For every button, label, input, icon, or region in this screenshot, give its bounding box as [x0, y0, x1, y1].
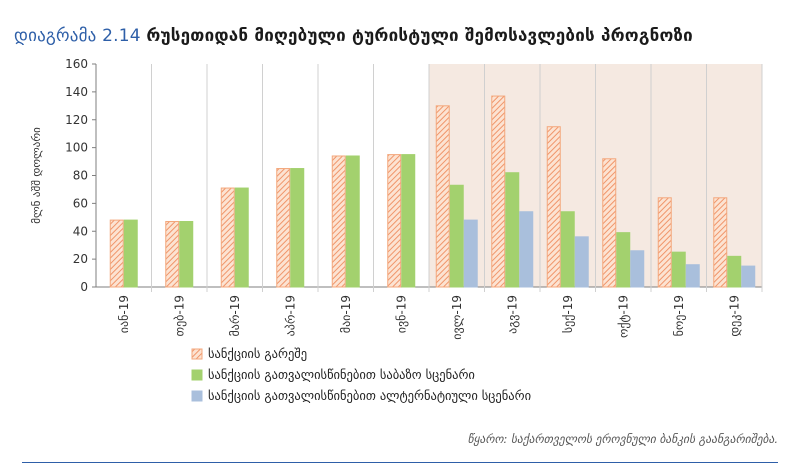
bar-series-1 [109, 219, 124, 288]
legend-swatch-2 [191, 369, 203, 381]
legend-swatch-3 [191, 390, 203, 402]
y-tick-label: 160 [65, 57, 88, 71]
y-tick-label: 120 [65, 113, 88, 127]
x-tick-label: ოქტ-19 [616, 295, 630, 338]
bar-series-3 [519, 211, 534, 288]
y-tick-label: 100 [65, 141, 88, 155]
x-tick-label: იან-19 [117, 295, 131, 333]
x-tick-label: დეკ-19 [727, 295, 741, 337]
x-tick-label: ივლ-19 [450, 295, 464, 340]
bar-series-2 [179, 220, 194, 288]
bar-series-1 [546, 126, 561, 288]
bar-series-2 [290, 168, 305, 288]
x-tick-label: მარ-19 [228, 295, 242, 337]
bar-series-1 [220, 187, 235, 288]
y-axis-title: მლნ აშშ დოლარი [30, 127, 43, 224]
figure-title: დიაგრამა 2.14 რუსეთიდან მიღებული ტურისტუ… [14, 26, 693, 46]
bar-series-2 [234, 187, 249, 288]
bar-series-3 [574, 236, 589, 288]
figure-title-text: რუსეთიდან მიღებული ტურისტული შემოსავლები… [146, 26, 693, 46]
bar-series-1 [602, 158, 617, 288]
bar-series-1 [713, 197, 728, 288]
x-tick-label: მაი-19 [339, 295, 353, 333]
bar-series-2 [449, 184, 464, 288]
x-tick-label: ნოე-19 [672, 295, 686, 336]
bar-series-3 [741, 265, 756, 288]
y-tick-label: 140 [65, 85, 88, 99]
x-tick-label: ივნ-19 [394, 295, 408, 333]
bar-series-1 [276, 168, 291, 288]
bar-series-1 [491, 95, 506, 288]
y-tick-label: 60 [73, 196, 88, 210]
source-note: წყარო: საქართველოს ეროვნული ბანკის გაანგ… [467, 432, 778, 446]
bar-series-1 [387, 154, 402, 288]
bar-series-1 [331, 155, 346, 288]
x-tick-label: სექ-19 [561, 295, 575, 333]
bar-series-1 [657, 197, 672, 288]
bar-series-2 [560, 211, 575, 288]
figure-label: დიაგრამა 2.14 [14, 26, 141, 46]
y-tick-label: 40 [73, 224, 88, 238]
bar-series-3 [685, 264, 700, 288]
bar-series-1 [435, 105, 450, 288]
x-tick-label: აპრ-19 [283, 295, 297, 336]
bar-series-2 [401, 154, 416, 288]
legend-swatch-1 [191, 348, 203, 360]
legend-label-3: სანქციის გათვალისწინებით ალტერნატიული სც… [208, 388, 531, 403]
bar-series-1 [165, 220, 180, 288]
bar-series-2 [727, 255, 742, 288]
bar-series-2 [505, 172, 520, 288]
bar-series-2 [671, 251, 686, 288]
bar-series-3 [463, 219, 478, 288]
bar-series-2 [123, 219, 138, 288]
y-tick-label: 20 [73, 252, 88, 266]
y-tick-label: 80 [73, 169, 88, 183]
bar-series-2 [616, 232, 631, 288]
x-tick-label: აგვ-19 [505, 295, 519, 334]
bar-series-3 [630, 250, 645, 288]
bottom-divider [22, 462, 778, 463]
legend-label-1: სანქციის გარეშე [208, 346, 307, 361]
bar-series-2 [345, 155, 360, 288]
x-tick-label: თებ-19 [172, 295, 186, 337]
legend-label-2: სანქციის გათვალისწინებით საბაზო სცენარი [208, 367, 475, 382]
y-tick-label: 0 [80, 280, 88, 294]
